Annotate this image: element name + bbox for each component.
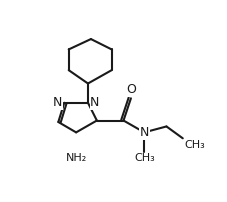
Text: CH₃: CH₃ xyxy=(183,140,204,150)
Text: NH₂: NH₂ xyxy=(65,153,86,163)
Text: N: N xyxy=(90,96,99,109)
Text: O: O xyxy=(126,83,135,96)
Text: CH₃: CH₃ xyxy=(133,153,154,163)
Text: N: N xyxy=(139,126,148,139)
Text: N: N xyxy=(52,96,62,109)
